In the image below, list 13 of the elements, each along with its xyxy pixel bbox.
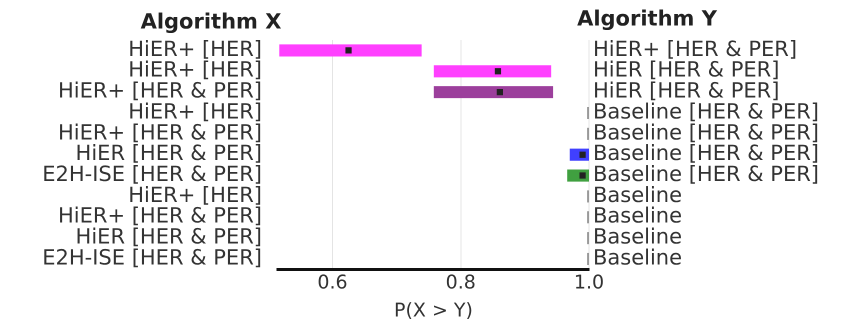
bar (434, 86, 554, 98)
point (345, 47, 352, 54)
x-tick-label: 1.0 (574, 272, 604, 294)
bar (434, 65, 552, 78)
point (496, 89, 503, 96)
x-axis-title: P(X > Y) (394, 300, 473, 322)
y2-axis-title: Algorithm Y (577, 6, 718, 30)
point (494, 68, 502, 74)
point (579, 172, 586, 179)
x-tick-label: 0.8 (446, 272, 476, 294)
bar (279, 44, 422, 56)
y-axis-title: Algorithm X (140, 9, 282, 34)
x-tick-label: 0.6 (317, 272, 348, 294)
